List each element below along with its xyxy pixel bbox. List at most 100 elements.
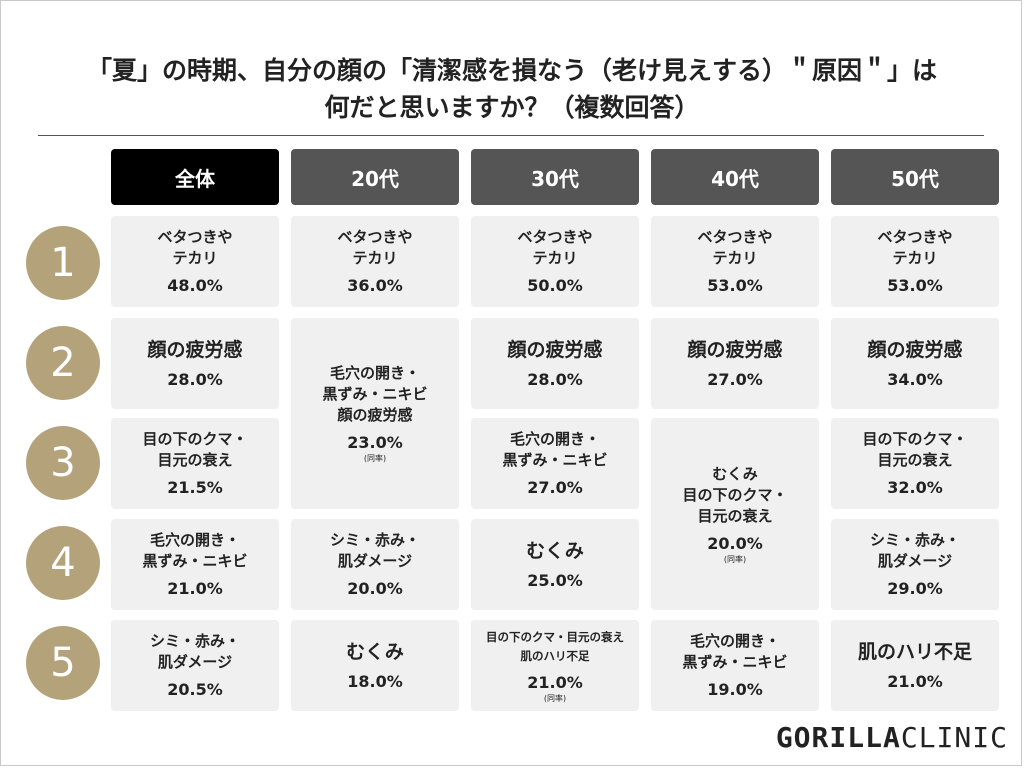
cause-label-line: むくみ [346, 640, 404, 663]
rank-cell-col5-item1: ベタつきや テカリ 53.0% [831, 216, 999, 307]
cause-label-line: 目の下のクマ・ [862, 429, 968, 448]
cause-label-line: 肌ダメージ [157, 652, 233, 671]
cause-label-line: 顔の疲労感 [337, 406, 413, 424]
rank-cell-col1-item4: 毛穴の開き・ 黒ずみ・ニキビ 21.0% [111, 519, 279, 610]
cause-label-line: 黒ずみ・ニキビ [142, 551, 248, 570]
cause-label: シミ・赤み・ 肌ダメージ [870, 530, 960, 572]
percentage-value: 20.0% [707, 533, 763, 553]
rank-cell-col5-item2: 顔の疲労感 34.0% [831, 318, 999, 409]
cause-label: ベタつきや テカリ [337, 227, 412, 269]
percentage-value: 36.0% [347, 275, 403, 295]
rank-cell-col5-item3: 目の下のクマ・ 目元の衰え 32.0% [831, 418, 999, 509]
cause-label: ベタつきや テカリ [697, 227, 772, 269]
cause-label: シミ・赤み・ 肌ダメージ [150, 631, 240, 673]
cause-label: 顔の疲労感 [147, 337, 242, 363]
brand-logo: GORILLACLINIC [776, 721, 1008, 754]
percentage-value: 27.0% [707, 369, 763, 389]
cause-label-line: 顔の疲労感 [147, 338, 243, 361]
cause-label-line: シミ・赤み・ [149, 631, 240, 650]
cause-label: ベタつきや テカリ [877, 227, 952, 269]
rank-cell-col5-item4: シミ・赤み・ 肌ダメージ 29.0% [831, 519, 999, 610]
cause-label-line: 毛穴の開き・ [329, 364, 420, 382]
cause-label: 顔の疲労感 [507, 337, 602, 363]
percentage-value: 48.0% [167, 275, 223, 295]
rank-cell-col3-item1: ベタつきや テカリ 50.0% [471, 216, 639, 307]
cause-label-line: 目元の衰え [877, 450, 953, 469]
percentage-value: 29.0% [887, 578, 943, 598]
rank-cell-col4-item4: 毛穴の開き・ 黒ずみ・ニキビ 19.0% [651, 620, 819, 711]
percentage-value: 27.0% [527, 477, 583, 497]
percentage-value: 28.0% [167, 369, 223, 389]
cause-label-line: テカリ [172, 248, 218, 267]
cause-label-line: シミ・赤み・ [329, 530, 420, 549]
tie-note: (同率) [363, 454, 387, 463]
cause-label-line: テカリ [892, 248, 938, 267]
percentage-value: 21.0% [887, 671, 943, 691]
cause-label: むくみ [526, 538, 584, 564]
cause-label: 毛穴の開き・ 黒ずみ・ニキビ [682, 631, 787, 673]
cause-label-line: 肌ダメージ [337, 551, 413, 570]
cause-label-line: 毛穴の開き・ [689, 631, 780, 650]
cause-label: 毛穴の開き・ 黒ずみ・ニキビ 顔の疲労感 [322, 363, 427, 426]
cause-label-line: 肌のハリ不足 [857, 640, 972, 663]
page-title: 「夏」の時期、自分の顔の「清潔感を損なう（老け見えする）＂原因＂」は 何だと思い… [0, 52, 1024, 126]
cause-label-line: 目元の衰え [697, 506, 773, 525]
percentage-value: 50.0% [527, 275, 583, 295]
rank-cell-col3-item3: 毛穴の開き・ 黒ずみ・ニキビ 27.0% [471, 418, 639, 509]
header-40s: 40代 [651, 149, 819, 205]
percentage-value: 53.0% [707, 275, 763, 295]
cause-label-line: テカリ [352, 248, 398, 267]
percentage-value: 21.0% [527, 672, 583, 692]
percentage-value: 23.0% [347, 433, 403, 452]
rank-cell-col2-item3: シミ・赤み・ 肌ダメージ 20.0% [291, 519, 459, 610]
cause-label-line: 黒ずみ・ニキビ [322, 385, 428, 403]
cause-label: 肌のハリ不足 [858, 639, 972, 665]
cause-label-line: 黒ずみ・ニキビ [502, 450, 608, 469]
tie-note: (同率) [543, 693, 567, 703]
cause-label-line: 顔の疲労感 [867, 338, 963, 361]
cause-label: 目の下のクマ・目元の衰え 肌のハリ不足 [486, 628, 624, 666]
rank-cell-col2-item1: ベタつきやテカリ 36.0% [291, 216, 459, 307]
title-line-1: 「夏」の時期、自分の顔の「清潔感を損なう（老け見えする）＂原因＂」は [86, 56, 937, 85]
rank-cell-col1-item5: シミ・赤み・ 肌ダメージ 20.5% [111, 620, 279, 711]
rank-cell-col1-item1: ベタつきや テカリ 48.0% [111, 216, 279, 307]
percentage-value: 20.0% [347, 578, 403, 598]
cause-label-line: 毛穴の開き・ [509, 429, 600, 448]
rank-cell-col1-item3: 目の下のクマ・ 目元の衰え 21.5% [111, 418, 279, 509]
cause-label: 顔の疲労感 [687, 337, 782, 363]
rank-cell-col1-item2: 顔の疲労感 28.0% [111, 318, 279, 409]
cause-label: 毛穴の開き・ 黒ずみ・ニキビ [502, 429, 607, 471]
cause-label-line: シミ・赤み・ [869, 530, 960, 549]
percentage-value: 19.0% [707, 679, 763, 699]
cause-label-line: ベタつきや [337, 227, 413, 246]
cause-label: ベタつきや テカリ [517, 227, 592, 269]
cause-label-line: 目の下のクマ・ [142, 429, 248, 448]
rank-cell-col3-item5: 目の下のクマ・目元の衰え 肌のハリ不足 21.0% (同率) [471, 620, 639, 711]
cause-label-line: ベタつきや [697, 227, 773, 246]
rank-cell-col4-item2: 顔の疲労感 27.0% [651, 318, 819, 409]
rank-badge-4: 4 [26, 526, 100, 600]
rank-cell-col3-item4: むくみ 25.0% [471, 519, 639, 610]
cause-label-line: むくみ [712, 464, 758, 483]
percentage-value: 32.0% [887, 477, 943, 497]
cause-label-line: 黒ずみ・ニキビ [682, 652, 788, 671]
percentage-value: 21.0% [167, 578, 223, 598]
header-30s: 30代 [471, 149, 639, 205]
header-all: 全体 [111, 149, 279, 205]
percentage-value: 18.0% [347, 671, 403, 691]
percentage-value: 28.0% [527, 369, 583, 389]
logo-part-2: CLINIC [900, 721, 1008, 754]
cause-label-line: 目の下のクマ・ [682, 485, 788, 504]
cause-label-line: 目元の衰え [157, 450, 233, 469]
cause-label-line: ベタつきや [517, 227, 593, 246]
header-20s: 20代 [291, 149, 459, 205]
cause-label-line: 肌ダメージ [877, 551, 953, 570]
cause-label-line: ベタつきや [877, 227, 953, 246]
rank-badge-2: 2 [26, 326, 100, 400]
logo-part-1: GORILLA [775, 721, 901, 754]
cause-label: むくみ目の下のクマ・ 目元の衰え [682, 464, 787, 527]
cause-label: 毛穴の開き・ 黒ずみ・ニキビ [142, 530, 247, 572]
cause-label-line: 毛穴の開き・ [149, 530, 240, 549]
title-divider [38, 135, 984, 136]
cause-label-line: 顔の疲労感 [507, 338, 603, 361]
